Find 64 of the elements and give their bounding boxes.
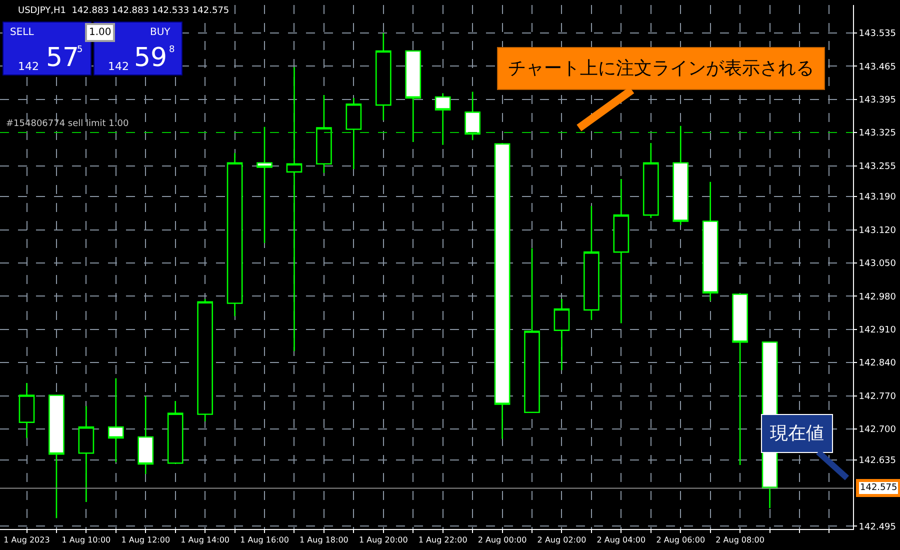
candlestick — [167, 400, 184, 464]
y-tick-label: 143.190 — [858, 192, 896, 203]
x-tick-label: 1 Aug 10:00 — [62, 536, 111, 545]
y-tick-label: 142.910 — [858, 326, 896, 336]
annotation: 現在値 — [770, 423, 824, 444]
ref-line-label: 142.575 — [860, 483, 898, 493]
y-tick-label: 142.635 — [858, 456, 896, 466]
candlestick — [524, 248, 540, 413]
candlestick — [554, 298, 570, 371]
annotation: 8 — [169, 45, 175, 55]
x-tick-label: 1 Aug 2023 — [4, 536, 50, 545]
candlestick — [375, 32, 392, 121]
y-tick-label: 142.770 — [858, 392, 896, 402]
annotation: 5 — [77, 45, 83, 55]
x-tick-label: 1 Aug 14:00 — [180, 536, 230, 545]
x-tick-label: 1 Aug 16:00 — [240, 536, 289, 545]
annotation: SELL — [10, 27, 34, 38]
y-tick-label: 143.255 — [858, 162, 896, 172]
candlestick — [226, 152, 243, 317]
y-tick-label: 142.495 — [858, 522, 896, 532]
annotation: 142 — [18, 60, 39, 73]
candlestick — [672, 125, 689, 226]
candlestick — [434, 92, 451, 146]
x-tick-label: 1 Aug 22:00 — [418, 536, 468, 545]
annotation: 59 — [134, 43, 168, 73]
candlestick — [346, 97, 362, 170]
x-tick-label: 2 Aug 06:00 — [656, 536, 706, 545]
x-tick-label: 1 Aug 20:00 — [358, 536, 408, 545]
candlestick — [197, 298, 214, 422]
candlestick — [613, 178, 630, 324]
annotation: BUY — [150, 27, 172, 38]
candlestick — [48, 394, 64, 519]
candlestick — [405, 50, 422, 143]
candlestick — [18, 382, 35, 439]
candlestick — [732, 294, 748, 466]
y-tick-label: 143.465 — [858, 62, 896, 72]
y-tick-label: 142.700 — [858, 425, 896, 436]
chart-title: USDJPY,H1 142.883 142.883 142.533 142.575 — [18, 6, 230, 16]
x-tick-label: 1 Aug 18:00 — [300, 536, 348, 545]
candlestick — [702, 181, 718, 302]
candlestick — [584, 205, 600, 321]
x-tick-label: 2 Aug 04:00 — [596, 536, 646, 545]
y-tick-label: 143.535 — [858, 29, 896, 40]
x-tick-label: 2 Aug 00:00 — [478, 536, 527, 545]
y-tick-label: 143.325 — [858, 128, 896, 139]
candlestick — [316, 94, 332, 174]
x-tick-label: 1 Aug 12:00 — [121, 536, 170, 545]
annotation: チャート上に注文ラインが表示される — [508, 58, 814, 79]
x-tick-label: 2 Aug 02:00 — [537, 536, 586, 545]
annotation: 142 — [108, 60, 129, 73]
y-tick-label: 143.120 — [858, 226, 896, 236]
ref-line-label: #154806774 sell limit 1.00 — [6, 119, 129, 129]
candlestick — [138, 396, 154, 475]
y-tick-label: 142.840 — [858, 358, 896, 369]
candlestick — [78, 406, 94, 503]
y-tick-label: 143.050 — [858, 259, 896, 270]
candlestick — [464, 91, 480, 141]
y-tick-label: 143.395 — [858, 96, 896, 106]
x-tick-label: 2 Aug 08:00 — [716, 536, 764, 545]
y-tick-label: 142.980 — [858, 292, 896, 302]
annotation: 1.00 — [89, 27, 112, 38]
candlestick — [256, 126, 272, 244]
candlestick — [642, 142, 659, 219]
candlestick — [108, 378, 124, 463]
